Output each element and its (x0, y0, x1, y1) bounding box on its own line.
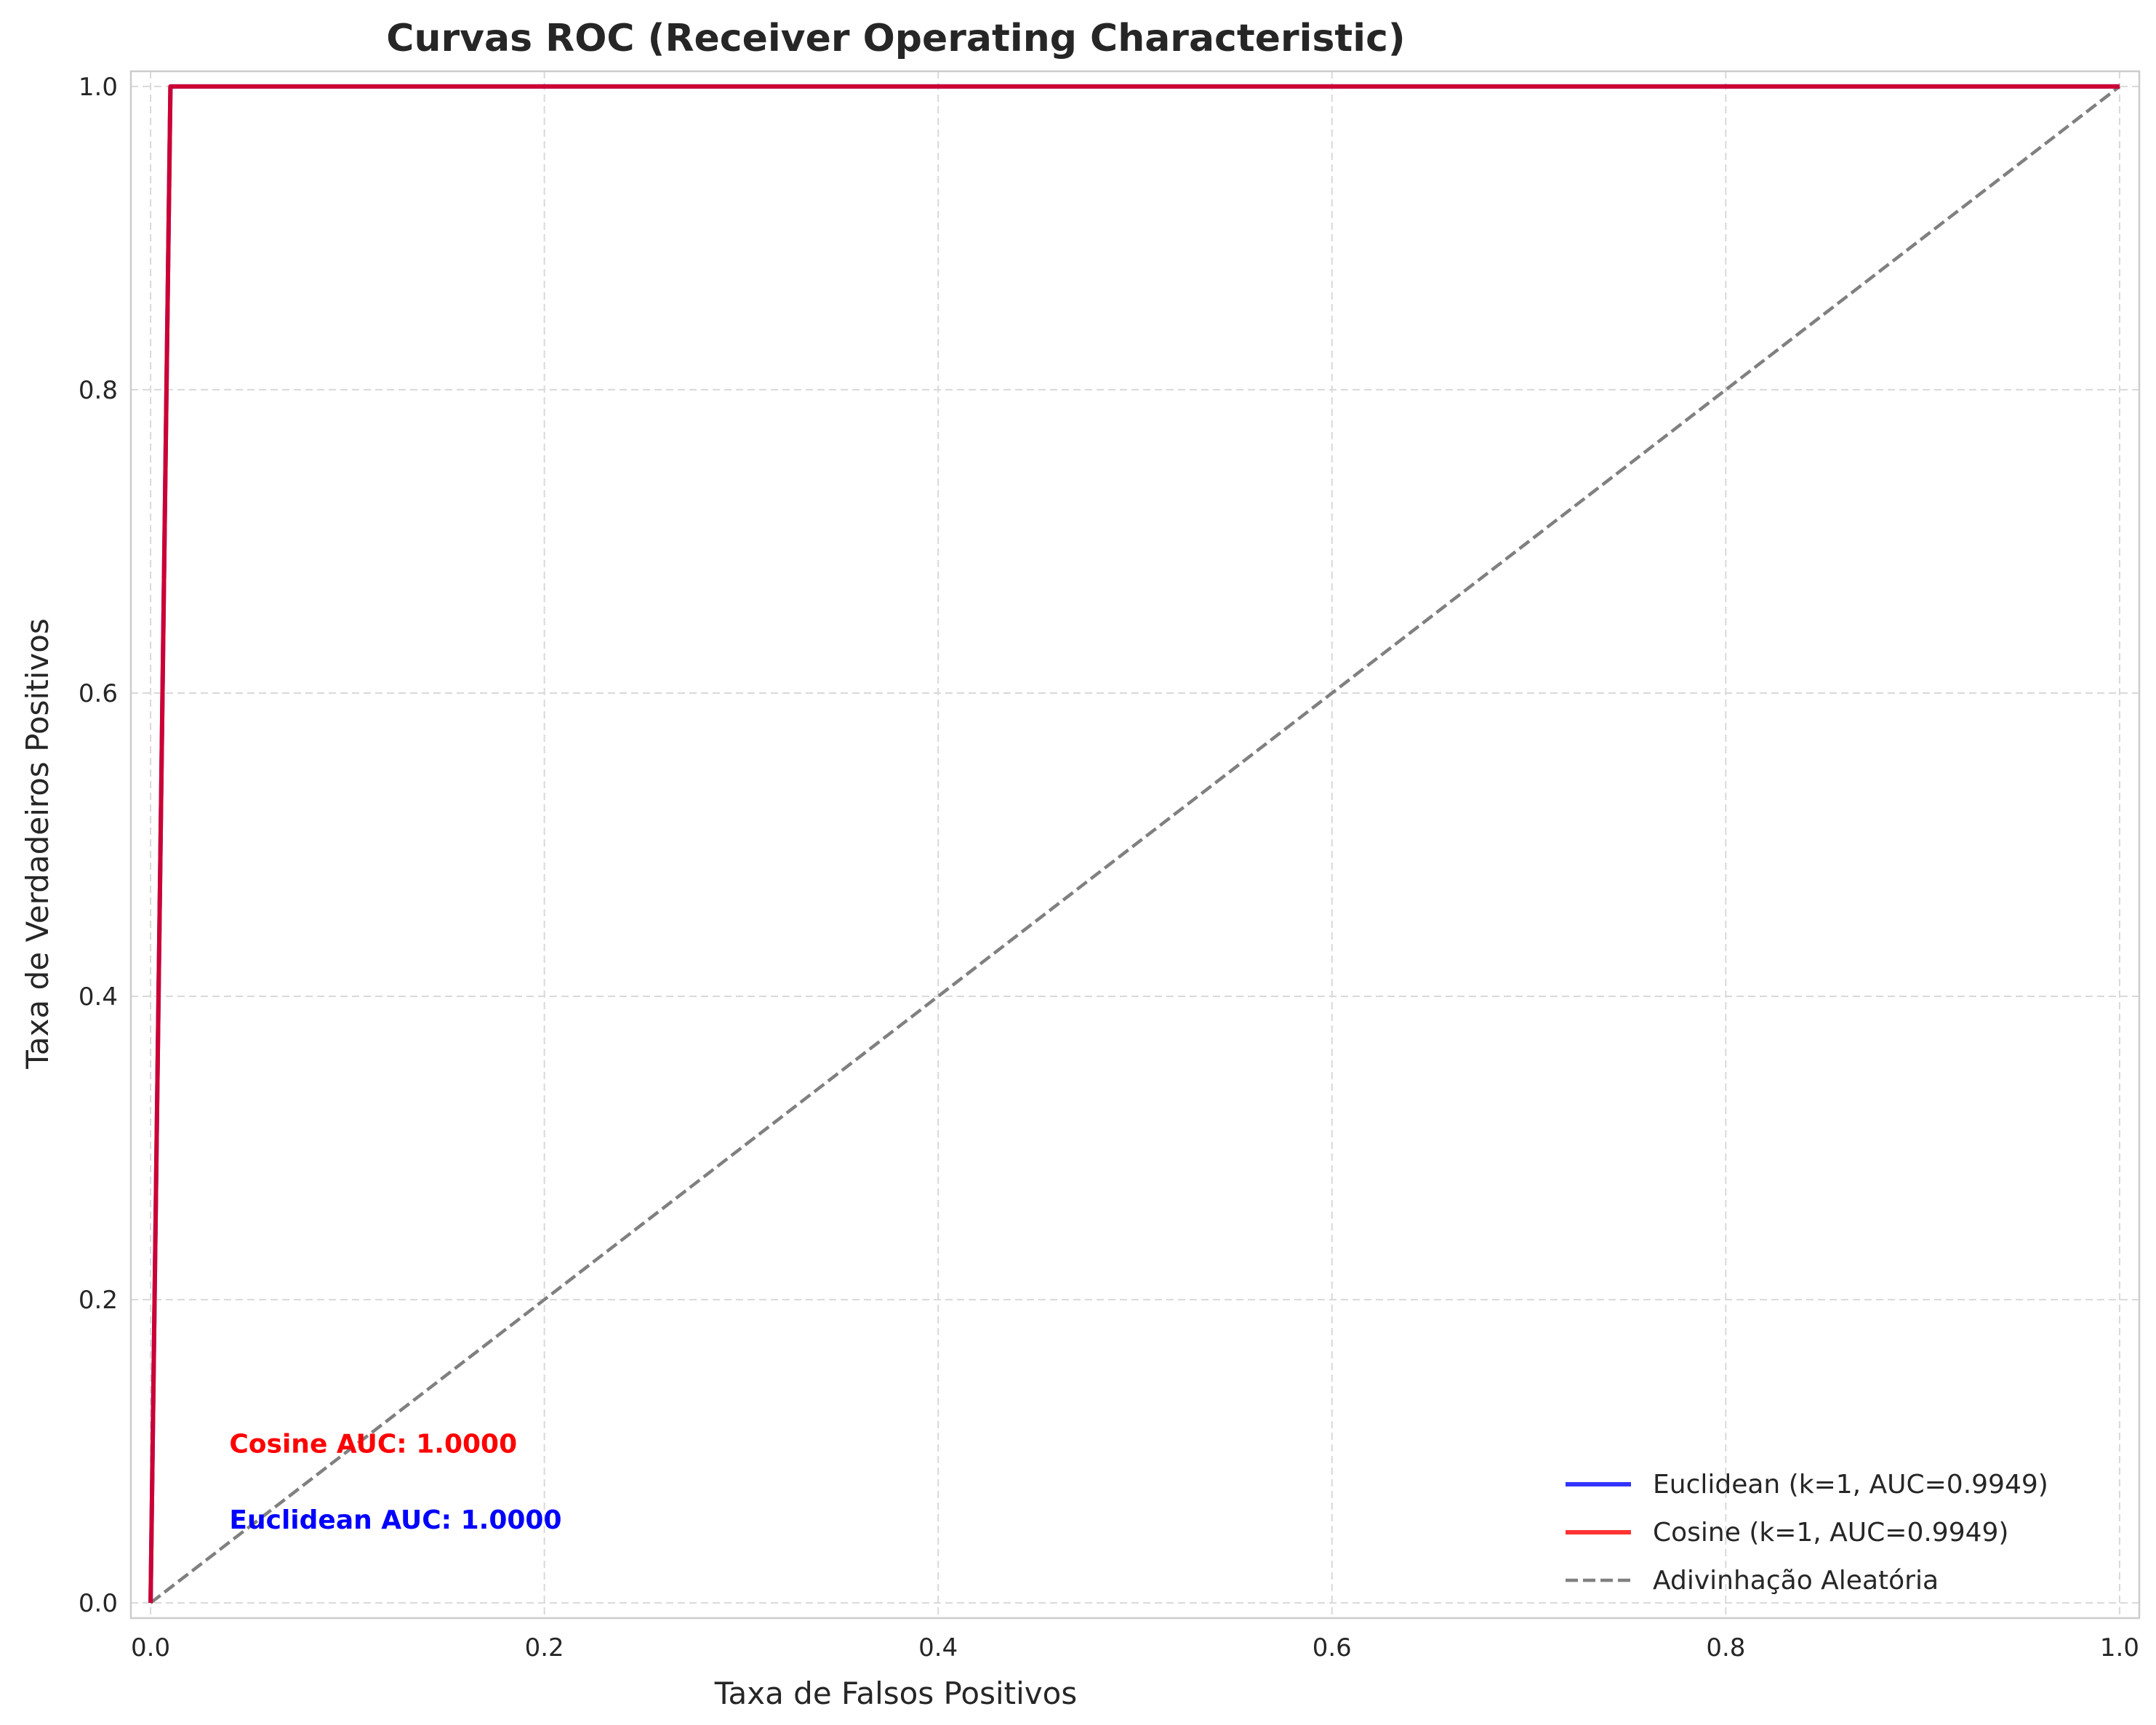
x-tick-label: 0.0 (131, 1633, 170, 1662)
x-tick-label: 0.4 (918, 1633, 958, 1662)
y-tick-label: 0.8 (79, 376, 118, 405)
x-axis-label: Taxa de Falsos Positivos (714, 1676, 1077, 1711)
legend: Euclidean (k=1, AUC=0.9949) Cosine (k=1, … (1566, 1470, 2048, 1596)
auc-annotation-0: Cosine AUC: 1.0000 (229, 1430, 517, 1460)
series-lines (148, 84, 2121, 1604)
x-tick-label: 0.8 (1706, 1633, 1745, 1662)
ticks: 0.0 0.2 0.4 0.6 0.8 1.0 0.0 0.2 0.4 0.6 0.8 1.0 (79, 73, 2139, 1662)
x-tick-label: 0.2 (525, 1633, 564, 1662)
legend-label: Cosine (k=1, AUC=0.9949) (1653, 1518, 2008, 1548)
x-tick-label: 0.6 (1313, 1633, 1352, 1662)
y-tick-label: 0.6 (79, 679, 118, 708)
annotations: Cosine AUC: 1.0000 Euclidean AUC: 1.0000 (229, 1430, 561, 1535)
auc-annotation-1: Euclidean AUC: 1.0000 (229, 1505, 561, 1535)
plot-frame (129, 70, 2141, 1620)
chart-title: Curvas ROC (Receiver Operating Character… (386, 17, 1405, 60)
y-tick-label: 0.4 (79, 982, 118, 1012)
y-tick-label: 0.0 (79, 1589, 118, 1618)
y-tick-label: 1.0 (79, 73, 118, 102)
y-axis-label: Taxa de Verdadeiros Positivos (20, 618, 55, 1070)
series-line-2 (149, 85, 2121, 1604)
series-line-1 (148, 84, 2120, 1604)
legend-label: Euclidean (k=1, AUC=0.9949) (1653, 1470, 2048, 1500)
legend-label: Adivinhação Aleatória (1653, 1566, 1939, 1596)
x-tick-label: 1.0 (2100, 1633, 2139, 1662)
y-tick-label: 0.2 (79, 1286, 118, 1315)
